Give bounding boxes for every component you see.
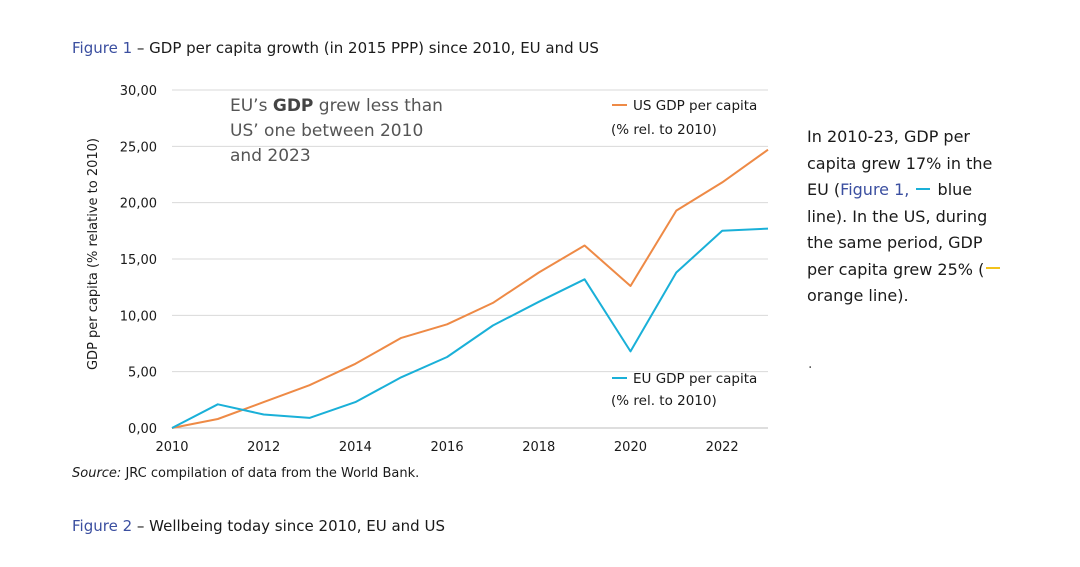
x-tick-label: 2018 xyxy=(522,440,555,455)
y-tick-labels: 0,00 5,00 10,00 15,00 20,00 25,00 30,00 xyxy=(120,84,157,437)
x-tick-labels: 2010 2012 2014 2016 2018 2020 2022 xyxy=(155,440,738,455)
legend-eu-label: EU GDP per capita xyxy=(633,371,757,387)
x-tick-label: 2010 xyxy=(155,440,188,455)
figure-2-number: Figure 2 xyxy=(72,517,133,535)
figure-2-caption: – Wellbeing today since 2010, EU and US xyxy=(132,517,445,535)
orange-line-swatch xyxy=(986,267,1001,269)
source-label: Source: xyxy=(72,466,122,481)
x-tick-label: 2020 xyxy=(614,440,647,455)
legend-us-unit: (% rel. to 2010) xyxy=(611,122,717,138)
figure-1-title: Figure 1 – GDP per capita growth (in 201… xyxy=(72,39,599,57)
y-tick-label: 25,00 xyxy=(120,140,157,155)
side-text-part1: In 2010-23, GDP per capita grew 17% in t… xyxy=(807,127,993,199)
y-tick-label: 20,00 xyxy=(120,197,157,212)
y-axis-label: GDP per capita (% relative to 2010) xyxy=(86,138,101,370)
grid-lines xyxy=(172,89,768,429)
side-text-part3: orange line). xyxy=(807,286,909,305)
y-tick-label: 15,00 xyxy=(120,253,157,268)
legend-us-label: US GDP per capita xyxy=(633,98,757,114)
series-lines xyxy=(171,148,769,429)
y-tick-label: 5,00 xyxy=(128,366,157,381)
y-tick-label: 10,00 xyxy=(120,309,157,324)
figure-2-title: Figure 2 – Wellbeing today since 2010, E… xyxy=(72,517,445,535)
eu-series-line xyxy=(171,227,769,429)
side-text-part2: blue line). In the US, during the same p… xyxy=(807,180,988,279)
chart-annotation: EU’s GDP grew less than US’ one between … xyxy=(230,96,448,166)
source-note: Source: JRC compilation of data from the… xyxy=(72,466,419,481)
figure-1-number: Figure 1 xyxy=(72,39,133,57)
y-tick-label: 30,00 xyxy=(120,84,157,99)
figure-1-caption: – GDP per capita growth (in 2015 PPP) si… xyxy=(132,39,599,57)
figure-1-reference: Figure 1, xyxy=(840,180,910,199)
y-tick-label: 0,00 xyxy=(128,422,157,437)
x-tick-label: 2012 xyxy=(247,440,280,455)
side-commentary: In 2010-23, GDP per capita grew 17% in t… xyxy=(807,124,1007,310)
us-series-line xyxy=(171,148,769,429)
x-tick-label: 2022 xyxy=(706,440,739,455)
trailing-dot: . xyxy=(808,356,813,372)
legend-us: US GDP per capita (% rel. to 2010) xyxy=(611,98,757,138)
x-tick-label: 2014 xyxy=(339,440,372,455)
legend-eu-unit: (% rel. to 2010) xyxy=(611,393,717,409)
legend-eu: EU GDP per capita (% rel. to 2010) xyxy=(611,371,757,409)
x-tick-label: 2016 xyxy=(431,440,464,455)
blue-line-swatch xyxy=(916,187,931,190)
source-text: JRC compilation of data from the World B… xyxy=(121,466,420,481)
